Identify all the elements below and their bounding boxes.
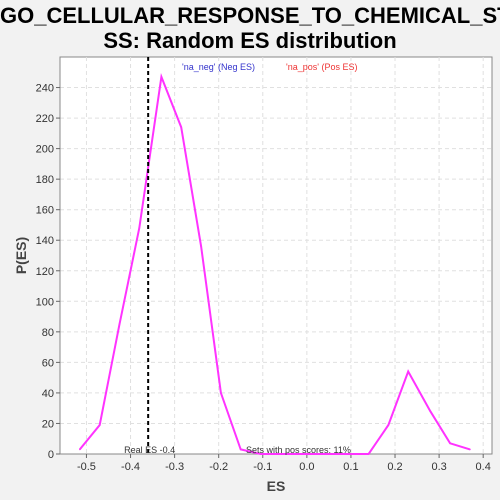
y-tick-label: 200	[36, 144, 54, 156]
data-point	[319, 453, 321, 455]
plot-area	[59, 56, 493, 455]
data-point	[387, 424, 390, 426]
data-point	[367, 453, 370, 455]
data-point	[429, 410, 432, 413]
x-tick-label: 0.2	[387, 461, 402, 473]
x-tick-label: -0.2	[209, 461, 228, 473]
x-tick-label: -0.3	[165, 461, 184, 473]
legend-entry: 'na_neg' (Neg ES)	[182, 62, 255, 72]
data-point	[259, 453, 262, 455]
data-point	[138, 227, 141, 229]
data-point	[469, 448, 471, 451]
data-point	[339, 453, 341, 455]
y-tick-label: 140	[36, 235, 54, 247]
y-tick-label: 160	[36, 205, 54, 217]
data-point	[180, 126, 183, 129]
y-tick-label: 0	[48, 449, 54, 461]
x-tick-label: -0.1	[253, 461, 272, 473]
data-point	[279, 453, 282, 455]
x-axis-label: ES	[267, 478, 286, 494]
y-tick-label: 20	[42, 418, 54, 430]
x-tick-label: 0.0	[299, 461, 314, 473]
data-point	[239, 448, 242, 451]
y-tick-label: 60	[42, 357, 54, 369]
y-tick-label: 40	[42, 388, 54, 400]
data-point	[98, 424, 101, 426]
data-point	[118, 323, 121, 326]
x-tick-label: -0.5	[77, 461, 96, 473]
pos-scores-label: Sets with pos scores: 11%	[246, 445, 351, 455]
data-point	[160, 76, 163, 78]
x-tick-label: 0.4	[476, 461, 491, 473]
y-tick-label: 100	[36, 296, 54, 308]
data-point	[220, 392, 222, 394]
data-point	[200, 245, 202, 248]
x-tick-label: 0.3	[431, 461, 446, 473]
data-point	[407, 370, 410, 373]
y-tick-label: 220	[36, 113, 54, 125]
x-tick-label: 0.1	[343, 461, 358, 473]
data-point	[358, 453, 361, 455]
y-axis-label: P(ES)	[13, 237, 29, 274]
y-tick-label: 180	[36, 174, 54, 186]
y-tick-label: 80	[42, 327, 54, 339]
y-tick-label: 240	[36, 83, 54, 95]
data-point	[299, 453, 302, 455]
data-point	[449, 442, 451, 445]
y-tick-label: 120	[36, 266, 54, 278]
data-point	[79, 448, 81, 451]
chart-title-line-2: SS: Random ES distribution	[103, 28, 397, 53]
legend-entry: 'na_pos' (Pos ES)	[286, 62, 357, 72]
real-es-label: Real ES -0.4	[124, 445, 175, 455]
chart-title-line-1: GO_CELLULAR_RESPONSE_TO_CHEMICAL_STRE	[0, 3, 500, 28]
x-tick-label: -0.4	[121, 461, 140, 473]
